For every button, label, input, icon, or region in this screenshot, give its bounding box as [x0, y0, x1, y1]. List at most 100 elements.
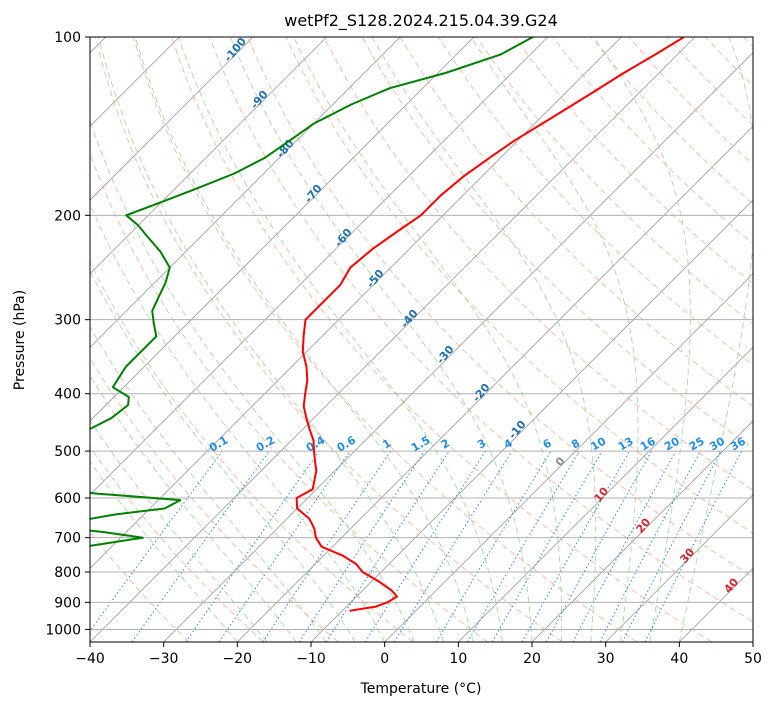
moist-adiabat-line	[90, 419, 268, 642]
moist-adiabat-line	[90, 269, 356, 642]
x-tick-label: 40	[670, 651, 688, 667]
mixing-ratio-line	[131, 450, 270, 642]
dry-adiabat-line	[90, 531, 190, 642]
y-tick-label: 200	[54, 208, 81, 224]
dry-adiabat-label: -60	[332, 226, 355, 250]
x-tick-label: 10	[449, 651, 467, 667]
dry-adiabat-label: 40	[721, 575, 741, 595]
dry-adiabat-line	[90, 152, 488, 642]
isotherm-line	[90, 37, 254, 201]
x-tick-label: −10	[296, 651, 326, 667]
mixing-ratio-label: 8	[569, 437, 582, 452]
dry-adiabat-label: 30	[677, 545, 697, 565]
mixing-ratio-line	[364, 450, 486, 642]
y-tick-label: 900	[54, 595, 81, 611]
y-tick-label: 400	[54, 387, 81, 403]
mixing-ratio-line	[545, 450, 653, 642]
x-tick-label: 30	[597, 651, 615, 667]
chart-title: wetPf2_S128.2024.215.04.39.G24	[284, 11, 558, 31]
y-tick-label: 1000	[45, 622, 81, 638]
isotherm-line	[384, 273, 753, 642]
dry-adiabat-label: -100	[221, 35, 249, 65]
dry-adiabat-line	[743, 37, 753, 48]
x-tick-label: −20	[223, 651, 253, 667]
mixing-ratio-line	[572, 450, 677, 642]
dry-adiabat-line	[209, 37, 753, 623]
isotherm-line	[90, 37, 622, 569]
dry-adiabat-label: -40	[398, 307, 421, 331]
moist-adiabat-line	[134, 37, 474, 642]
dry-adiabat-line	[90, 261, 414, 642]
dry-adiabat-label: -90	[248, 88, 271, 112]
x-axis: −40 −30 −20 −10 0 10 20 30 40 50	[75, 642, 762, 667]
mixing-ratio-line	[218, 450, 351, 642]
moist-adiabat-line	[177, 37, 503, 642]
y-tick-label: 300	[54, 313, 81, 329]
y-axis: 100 200 300 400 500 600 700 800 900 1000	[45, 30, 90, 638]
mixing-ratio-line	[325, 450, 450, 642]
dry-adiabat-line	[90, 446, 264, 642]
y-tick-label: 600	[54, 491, 81, 507]
mixing-ratio-line	[262, 450, 392, 642]
dry-adiabat-line	[438, 37, 753, 366]
isotherm-line	[458, 346, 753, 642]
dry-adiabat-line	[285, 37, 753, 535]
pressure-grid	[90, 36, 753, 630]
x-axis-label: Temperature (°C)	[360, 681, 482, 697]
x-tick-label: −30	[149, 651, 179, 667]
mixing-ratio-line	[521, 450, 630, 642]
dewpoint-line	[90, 37, 534, 547]
mixing-ratio-line	[644, 450, 743, 642]
background-lines	[90, 37, 753, 642]
dry-adiabat-line	[247, 37, 753, 578]
moist-adiabat-line	[293, 37, 563, 642]
x-tick-label: 50	[744, 651, 762, 667]
isotherm-line	[90, 37, 548, 496]
moist-adiabat-line	[678, 37, 753, 642]
dry-adiabat-label: 0	[553, 454, 568, 468]
isotherm-line	[531, 420, 753, 642]
y-tick-label: 700	[54, 531, 81, 547]
isotherm-line	[90, 37, 401, 348]
isotherm-line	[310, 199, 753, 642]
moist-adiabat-line	[593, 37, 691, 642]
moist-adiabat-line	[470, 37, 639, 642]
profile-series	[90, 37, 685, 612]
isotherm-line	[90, 37, 327, 275]
dry-adiabat-label: -30	[434, 343, 457, 367]
y-tick-label: 500	[54, 444, 81, 460]
moist-adiabat-line	[90, 119, 415, 642]
mixing-ratio-line	[467, 450, 580, 642]
moist-adiabat-line	[371, 37, 597, 642]
temperature-line	[295, 37, 685, 612]
y-axis-label: Pressure (hPa)	[12, 290, 28, 390]
moist-adiabat-line	[90, 460, 238, 642]
dry-adiabat-line	[476, 37, 753, 325]
x-tick-label: 20	[523, 651, 541, 667]
isotherm-line	[237, 125, 753, 642]
mixing-ratio-line	[435, 450, 552, 642]
isotherm-line	[605, 494, 753, 642]
dry-adiabat-line	[171, 37, 712, 642]
dry-adiabat-line	[552, 37, 753, 245]
y-tick-label: 100	[54, 30, 81, 46]
dry-adiabat-line	[132, 37, 638, 642]
dry-adiabat-line	[90, 356, 339, 642]
dry-adiabat-line	[514, 37, 753, 285]
isotherm-line	[163, 52, 753, 642]
dry-adiabat-label: -20	[470, 381, 493, 405]
dry-adiabat-line	[323, 37, 753, 491]
dry-adiabat-line	[704, 37, 753, 87]
mixing-ratio-line	[298, 450, 425, 642]
x-tick-label: 0	[380, 651, 389, 667]
moist-adiabat-line	[90, 202, 386, 642]
isotherm-line	[90, 37, 475, 422]
dry-adiabat-label: -10	[506, 418, 529, 442]
mixing-ratio-line	[185, 450, 320, 642]
dry-adiabat-label: -70	[302, 182, 325, 206]
plot-frame	[89, 36, 754, 643]
dry-adiabat-line	[94, 37, 563, 642]
mixing-ratio-line	[393, 450, 513, 642]
mixing-ratio-label: 3	[475, 437, 488, 452]
